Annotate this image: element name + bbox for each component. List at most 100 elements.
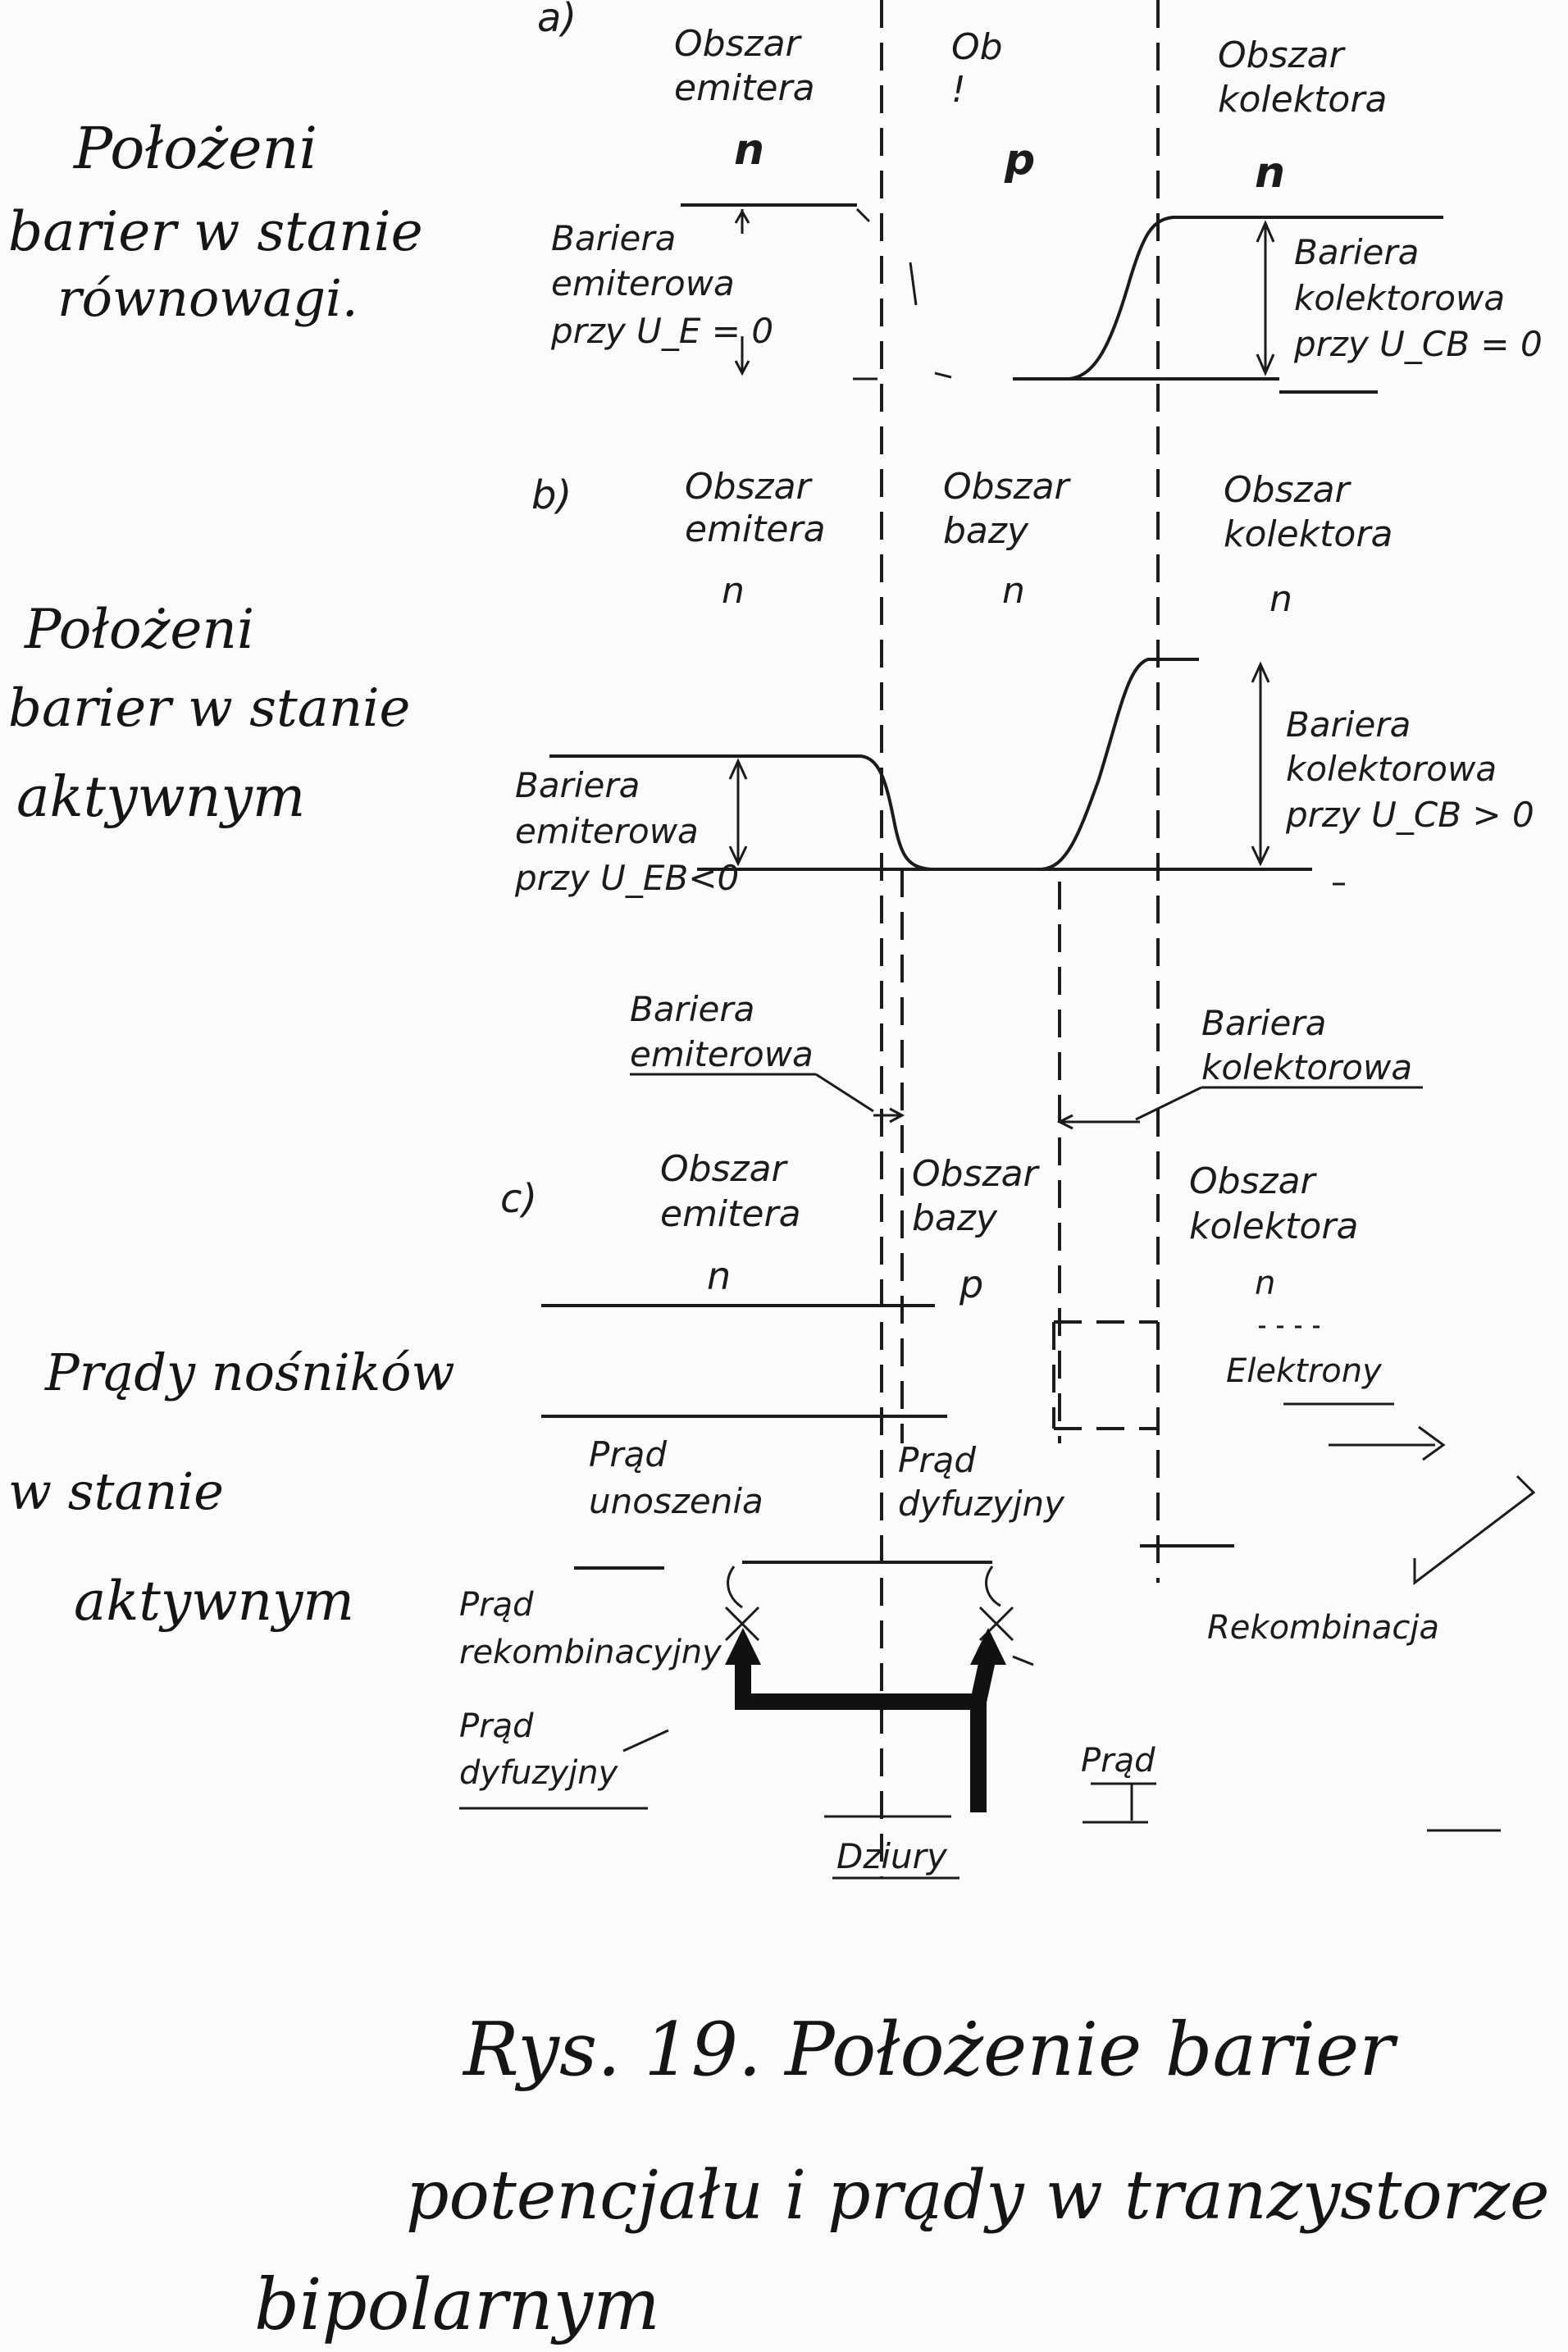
panel-b-arrowhead	[1056, 1114, 1073, 1130]
note-line-1: Położeni	[24, 598, 254, 661]
panel-c-letter: c)	[500, 1176, 537, 1222]
panel-c-base-title: bazy	[912, 1197, 998, 1239]
panel-b-emitter-title: Obszar	[685, 466, 814, 508]
panel-a-arrowhead	[734, 208, 750, 224]
panel-c: c) Obszar emitera Obszar bazy Obszar kol…	[459, 1148, 1536, 1880]
margin-note-currents: Prądy nośników w stanie aktywnym	[8, 1342, 455, 1633]
panel-a-doping-emitter: n	[734, 125, 764, 175]
caption-line-3: bipolarnym	[254, 2264, 660, 2346]
panel-c-hole-current-path	[735, 1657, 987, 1812]
panel-b-collector-barrier-label: Bariera	[1286, 704, 1411, 745]
panel-c-hole-arrowhead	[725, 1628, 761, 1665]
panel-c-hole-arrowhead	[970, 1628, 1006, 1665]
panel-b-collector-barrier-label: kolektorowa	[1286, 749, 1497, 789]
panel-a-collector-title: Obszar	[1218, 34, 1347, 76]
note-line-3: aktywnym	[74, 1570, 354, 1633]
panel-b-arrowhead	[728, 758, 748, 780]
caption-line-2: potencjału i prądy w tranzystorze	[406, 2157, 1550, 2235]
note-line-1: Prądy nośników	[44, 1342, 455, 1402]
note-line-3: aktywnym	[16, 765, 305, 830]
panel-c-holes-label: Dziury	[836, 1836, 948, 1876]
panel-c-checkmark-stroke	[1413, 1475, 1536, 1586]
panel-a-emitter-barrier-label: Bariera	[551, 218, 676, 258]
panel-b-collector-title: Obszar	[1224, 469, 1352, 511]
panel-b-base-title: bazy	[943, 510, 1029, 552]
panel-c-electrons-label: Elektrony	[1226, 1352, 1383, 1390]
panel-a-arrowhead	[734, 360, 750, 376]
panel-c-recombination-current-label: rekombinacyjny	[459, 1634, 722, 1671]
panel-c-recombination-current-label: Prąd	[459, 1586, 534, 1624]
panel-b-arrowhead	[1251, 846, 1270, 867]
panel-a-base-title: Ob	[951, 26, 1003, 68]
note-line-1: Położeni	[72, 115, 317, 182]
panel-a-emitter-barrier-label: emiterowa	[551, 263, 735, 303]
panel-b-doping-base: n	[1002, 570, 1025, 612]
margin-note-equilibrium: Położeni barier w stanie równowagi.	[8, 115, 423, 328]
panel-c-base-title: Obszar	[912, 1153, 1041, 1195]
panel-c-arrowhead	[1418, 1425, 1446, 1461]
panel-b-collector-title: kolektora	[1224, 513, 1393, 555]
panel-b-leader-line	[1135, 1086, 1202, 1121]
panel-b-doping-emitter: n	[722, 570, 745, 612]
panel-c-diffusion-current-emitter-label: dyfuzyjny	[459, 1754, 619, 1792]
panel-a-doping-base: p	[1004, 135, 1035, 185]
panel-b-collector-junction-label: kolektorowa	[1201, 1047, 1412, 1087]
panel-c-doping-emitter: n	[707, 1254, 731, 1298]
junction-lines	[880, 0, 1160, 1878]
caption-line-1: Rys. 19. Położenie barier	[462, 2007, 1398, 2093]
panel-b-doping-collector: n	[1269, 578, 1292, 620]
panel-c-doping-collector: n	[1255, 1265, 1275, 1302]
panel-c-emitter-title: emitera	[660, 1193, 801, 1235]
panel-b-band-curve	[549, 658, 1199, 871]
margin-note-active: Położeni barier w stanie aktywnym	[8, 598, 410, 830]
panel-a-collector-barrier-label: kolektorowa	[1294, 278, 1505, 318]
note-line-2: w stanie	[8, 1461, 224, 1521]
panel-c-diffusion-current-base-label: dyfuzyjny	[898, 1484, 1065, 1524]
panel-a-base-title: !	[951, 69, 966, 111]
note-line-3: równowagi.	[57, 268, 358, 328]
panel-c-diffusion-current-base-label: Prąd	[898, 1440, 976, 1480]
panel-b-base-title: Obszar	[943, 466, 1072, 508]
panel-a-band-tick	[855, 207, 871, 223]
panel-c-emitter-title: Obszar	[660, 1148, 789, 1190]
panel-b-arrowhead	[728, 846, 748, 867]
panel-b-emitter-barrier-label: przy U_EB<0	[514, 858, 739, 898]
panel-a-band-curve	[1017, 216, 1263, 381]
panel-b-emitter-barrier-label: Bariera	[515, 765, 640, 805]
panel-c-drift-current-label: Prąd	[589, 1434, 667, 1475]
note-line-2: barier w stanie	[8, 200, 423, 263]
panel-c-diffusion-current-emitter-label: Prąd	[459, 1707, 534, 1745]
panel-b-emitter-barrier-label: emiterowa	[515, 811, 699, 851]
panel-c-recombination-right-label: Rekombinacja	[1207, 1609, 1439, 1647]
panel-a-band-fragment	[909, 262, 918, 306]
panel-a-collector-barrier-label: przy U_CB = 0	[1293, 324, 1543, 364]
panel-c-collector-title: kolektora	[1189, 1206, 1358, 1247]
panel-b-arrowhead	[1251, 661, 1270, 683]
panel-b-collector-barrier-label: przy U_CB > 0	[1285, 795, 1534, 835]
panel-a-letter: a)	[537, 0, 577, 41]
panel-a: a) Obszar emitera Ob ! Obszar kolektora …	[537, 0, 1543, 394]
panel-c-drift-current-label: unoszenia	[589, 1481, 763, 1521]
panel-c-cross-mark	[724, 1606, 760, 1642]
panel-b-emitter-junction-label: emiterowa	[630, 1034, 814, 1074]
panel-c-injection-swirl	[985, 1566, 1001, 1607]
panel-a-emitter-title: emitera	[674, 67, 815, 109]
panel-c-leader-line	[622, 1729, 669, 1753]
figure-caption: Rys. 19. Położenie barier potencjału i p…	[254, 2007, 1550, 2346]
panel-c-tick	[1012, 1655, 1034, 1666]
panel-b-emitter-junction-label: Bariera	[630, 989, 754, 1029]
panel-a-doping-collector: n	[1255, 148, 1285, 198]
note-line-2: barier w stanie	[8, 678, 410, 739]
panel-b-arrowhead	[889, 1107, 905, 1124]
panel-c-collector-title: Obszar	[1189, 1160, 1318, 1202]
panel-a-arrowhead	[1256, 353, 1275, 376]
panel-a-emitter-title: Obszar	[674, 23, 803, 65]
panel-a-collector-title: kolektora	[1218, 79, 1387, 121]
panel-a-arrowhead	[1256, 220, 1275, 243]
panel-b-leader-line	[815, 1073, 874, 1113]
panel-b-letter: b)	[531, 472, 572, 518]
panel-b-collector-junction-label: Bariera	[1201, 1003, 1326, 1043]
panel-b: b) Obszar emitera Obszar bazy Obszar kol…	[514, 466, 1534, 1130]
